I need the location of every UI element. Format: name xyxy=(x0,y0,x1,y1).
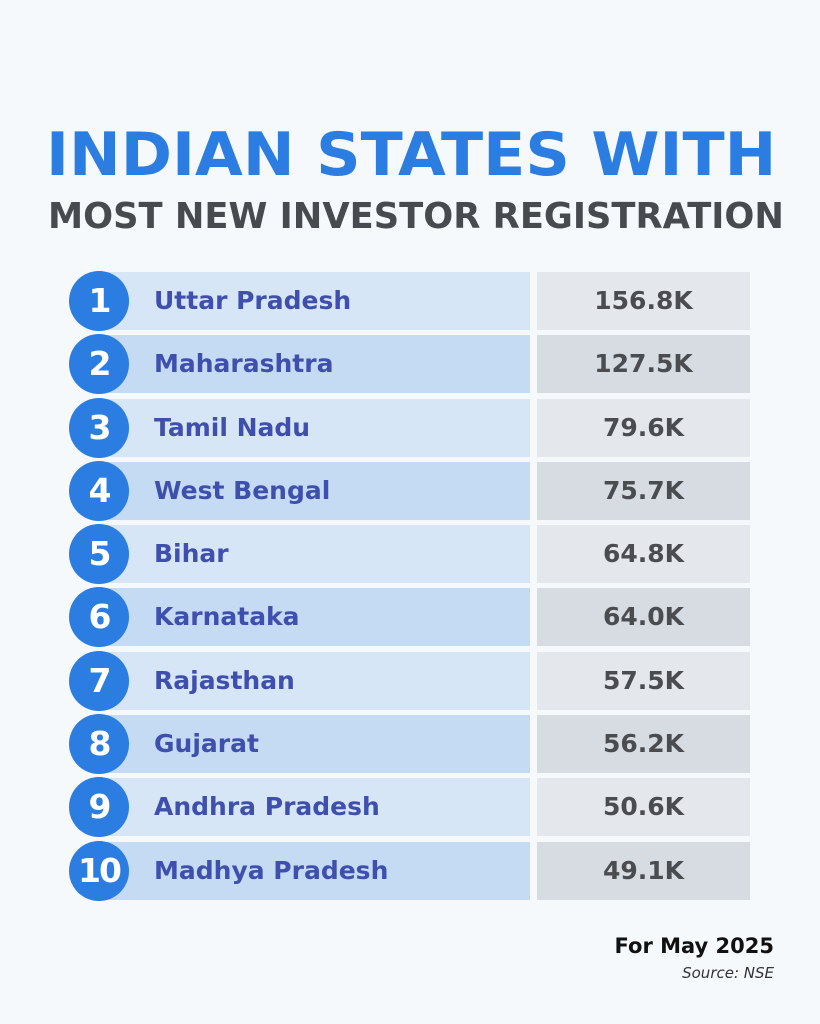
table-row: Karnataka 6 64.0K xyxy=(68,587,752,648)
period-label: For May 2025 xyxy=(614,934,774,958)
state-name: Tamil Nadu xyxy=(154,412,311,442)
table-row: Tamil Nadu 3 79.6K xyxy=(68,397,752,458)
value-cell: 64.0K xyxy=(537,588,750,647)
state-cell: West Bengal xyxy=(100,461,530,520)
value-cell: 79.6K xyxy=(537,398,750,457)
rank-badge: 4 xyxy=(69,460,129,521)
state-name: Bihar xyxy=(154,539,229,569)
ranking-table: Uttar Pradesh 1 156.8K Maharashtra 2 127.5K Ta… xyxy=(68,271,752,905)
rank-badge: 10 xyxy=(69,840,129,901)
table-row: West Bengal 4 75.7K xyxy=(68,460,752,521)
rank-badge: 3 xyxy=(69,397,129,458)
state-name: Rajasthan xyxy=(154,665,295,695)
value-cell: 57.5K xyxy=(537,651,750,710)
value-cell: 64.8K xyxy=(537,525,750,584)
rank-badge: 6 xyxy=(69,587,129,648)
state-cell: Bihar xyxy=(100,525,530,584)
state-name: West Bengal xyxy=(154,475,331,505)
rank-badge: 9 xyxy=(69,777,129,838)
state-cell: Andhra Pradesh xyxy=(100,778,530,837)
rank-badge: 1 xyxy=(69,271,129,331)
value-cell: 75.7K xyxy=(537,461,750,520)
state-cell: Uttar Pradesh xyxy=(100,272,530,330)
title-line-2: MOST NEW INVESTOR REGISTRATION xyxy=(48,196,784,237)
state-name: Karnataka xyxy=(154,602,300,632)
value-cell: 156.8K xyxy=(537,272,750,330)
state-cell: Karnataka xyxy=(100,588,530,647)
table-row: Gujarat 8 56.2K xyxy=(68,714,752,775)
table-row: Bihar 5 64.8K xyxy=(68,524,752,585)
table-row: Andhra Pradesh 9 50.6K xyxy=(68,777,752,838)
title-line-1: INDIAN STATES WITH xyxy=(46,120,777,190)
value-cell: 127.5K xyxy=(537,335,750,394)
table-row: Madhya Pradesh 10 49.1K xyxy=(68,840,752,901)
rank-badge: 7 xyxy=(69,650,129,711)
value-cell: 49.1K xyxy=(537,841,750,900)
table-row: Maharashtra 2 127.5K xyxy=(68,334,752,395)
state-cell: Tamil Nadu xyxy=(100,398,530,457)
state-name: Maharashtra xyxy=(154,349,334,379)
state-cell: Madhya Pradesh xyxy=(100,841,530,900)
rank-badge: 2 xyxy=(69,334,129,395)
value-cell: 50.6K xyxy=(537,778,750,837)
rank-badge: 8 xyxy=(69,714,129,775)
state-name: Andhra Pradesh xyxy=(154,792,380,822)
value-cell: 56.2K xyxy=(537,715,750,774)
table-row: Rajasthan 7 57.5K xyxy=(68,650,752,711)
state-cell: Rajasthan xyxy=(100,651,530,710)
state-name: Madhya Pradesh xyxy=(154,855,389,885)
source-label: Source: NSE xyxy=(682,964,774,982)
table-row: Uttar Pradesh 1 156.8K xyxy=(68,271,752,331)
state-name: Gujarat xyxy=(154,729,259,759)
rank-badge: 5 xyxy=(69,524,129,585)
state-cell: Maharashtra xyxy=(100,335,530,394)
state-name: Uttar Pradesh xyxy=(154,286,352,315)
state-cell: Gujarat xyxy=(100,715,530,774)
